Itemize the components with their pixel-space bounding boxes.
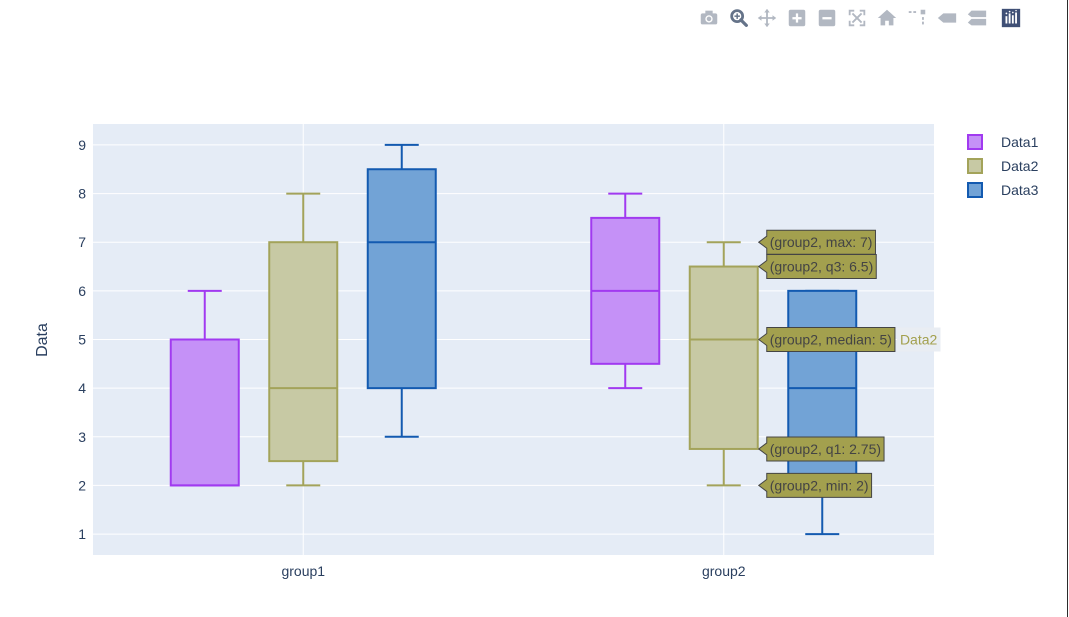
y-tick-label: 4 (78, 380, 86, 396)
pan-button[interactable] (755, 6, 779, 30)
y-tick-label: 1 (78, 526, 86, 542)
hover-label: (group2, q3: 6.5) (757, 254, 877, 280)
legend-item-data1[interactable]: Data1 (967, 134, 1039, 150)
y-tick-label: 7 (78, 234, 86, 250)
box-data3-group1[interactable] (366, 143, 437, 438)
zoom-out-button[interactable] (815, 6, 839, 30)
legend-label: Data2 (1001, 158, 1039, 174)
y-tick-label: 5 (78, 332, 86, 348)
hover-closest-icon (937, 13, 957, 23)
autoscale-icon (848, 9, 866, 27)
box-data1-group2[interactable] (590, 192, 661, 390)
y-tick-label: 6 (78, 283, 86, 299)
home-icon (877, 9, 897, 26)
legend: Data1 Data2 Data3 (967, 134, 1039, 198)
hover-label-box (757, 327, 896, 352)
x-tick-label: group2 (702, 563, 746, 579)
zoom-button[interactable] (727, 6, 751, 30)
hover-label: (group2, q1: 2.75) (757, 436, 885, 462)
legend-item-data3[interactable]: Data3 (967, 182, 1039, 198)
box-data1-group1[interactable] (169, 289, 240, 487)
plotly-logo-button[interactable] (999, 6, 1023, 30)
home-button[interactable] (875, 6, 899, 30)
box-body (366, 168, 437, 390)
spike-lines-icon (908, 9, 926, 25)
zoom-out-icon (818, 9, 836, 27)
box-body (688, 265, 759, 450)
legend-swatch (967, 182, 983, 198)
hover-label-box (757, 254, 877, 280)
y-tick-label: 9 (78, 137, 86, 153)
y-tick-label: 8 (78, 186, 86, 202)
hover-label: (group2, median: 5) (757, 327, 896, 352)
plotly-logo-icon (1001, 8, 1021, 28)
box-data2-group2[interactable] (688, 241, 759, 487)
hover-label-text: (group2, median: 5) (770, 332, 892, 348)
y-axis-title: Data (34, 323, 51, 357)
hover-label-text: (group2, q3: 6.5) (770, 259, 874, 275)
hover-label: (group2, max: 7) (757, 229, 876, 255)
pan-icon (757, 8, 777, 28)
zoom-in-button[interactable] (785, 6, 809, 30)
zoom-icon (730, 9, 748, 27)
hover-label-box (757, 229, 876, 255)
hover-closest-button[interactable] (935, 6, 959, 30)
hover-label-text: (group2, min: 2) (770, 477, 869, 493)
box-body (169, 338, 240, 487)
hover-series-bg (896, 327, 941, 352)
hover-label: (group2, min: 2) (757, 472, 873, 498)
x-axis-ticks: group1 group2 (281, 563, 745, 579)
hover-compare-button[interactable] (965, 6, 989, 30)
hover-labels: (group2, max: 7) (group2, q3: 6.5) (group2… (757, 229, 941, 498)
camera-icon (700, 10, 718, 25)
legend-swatch (967, 134, 983, 150)
hover-label-box (757, 436, 885, 462)
legend-swatch (967, 158, 983, 174)
hover-label-text: (group2, max: 7) (770, 234, 873, 250)
autoscale-button[interactable] (845, 6, 869, 30)
legend-item-data2[interactable]: Data2 (967, 158, 1039, 174)
hover-series-label: Data2 (900, 332, 938, 348)
hover-label-text: (group2, q1: 2.75) (770, 441, 881, 457)
camera-button[interactable] (697, 6, 721, 30)
y-axis-ticks: 1 2 3 4 5 6 7 8 9 (78, 137, 86, 542)
modebar (697, 6, 1029, 30)
hover-series-name: Data2 (896, 327, 941, 352)
x-tick-label: group1 (281, 563, 325, 579)
legend-label: Data1 (1001, 134, 1039, 150)
y-tick-label: 2 (78, 477, 86, 493)
hover-compare-icon (967, 10, 987, 26)
y-tick-label: 3 (78, 429, 86, 445)
spike-lines-button[interactable] (905, 6, 929, 30)
box-body (268, 241, 339, 463)
zoom-in-icon (788, 9, 806, 27)
legend-label: Data3 (1001, 182, 1039, 198)
window-edge (1067, 0, 1068, 617)
hover-label-box (757, 472, 873, 498)
box-data2-group1[interactable] (268, 192, 339, 487)
